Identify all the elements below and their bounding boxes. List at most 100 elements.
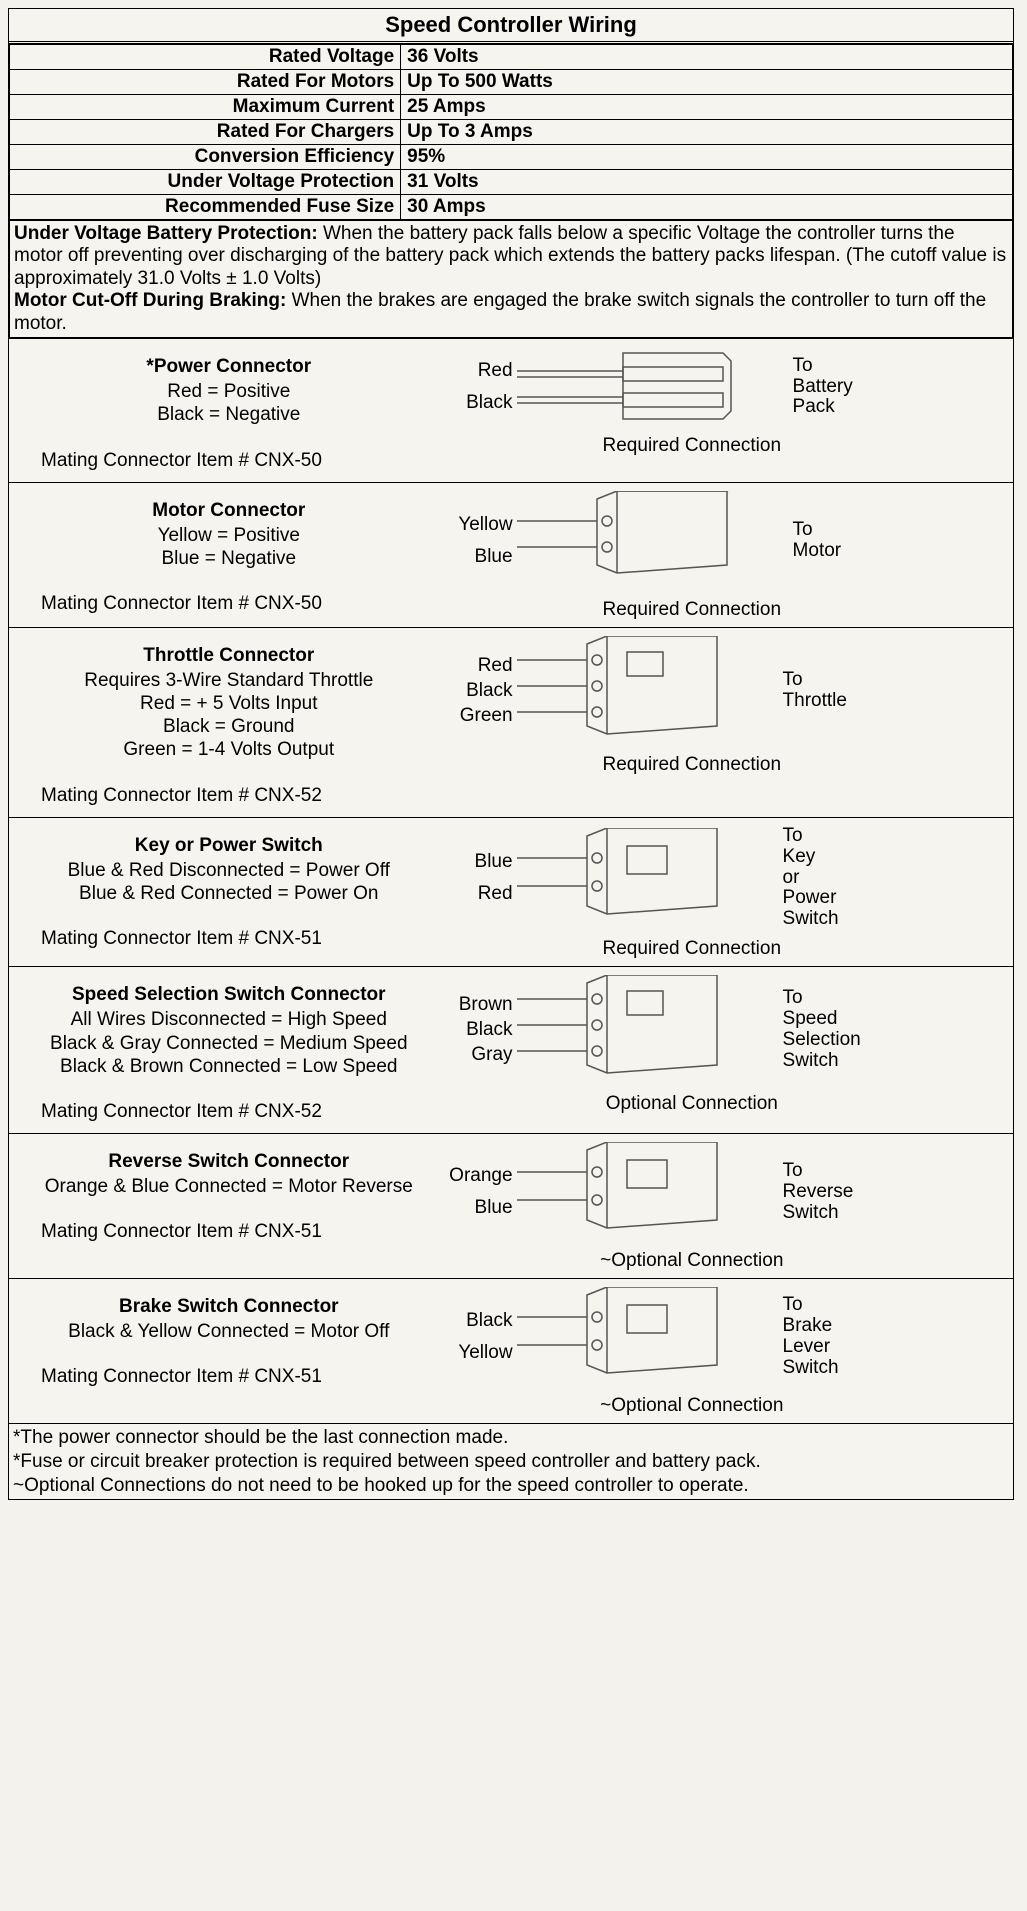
connector-title: Reverse Switch Connector xyxy=(33,1150,425,1173)
wire-label: Red xyxy=(435,655,513,677)
connector-destination: ToSpeedSelectionSwitch xyxy=(783,988,861,1072)
connector-line: Blue = Negative xyxy=(33,547,425,570)
mcb-label: Motor Cut-Off During Braking: xyxy=(14,290,286,311)
wire-label: Gray xyxy=(435,1044,513,1066)
connector-line: Blue & Red Disconnected = Power Off xyxy=(33,859,425,882)
two-pin-connector-icon xyxy=(517,828,727,928)
motor-connector-icon xyxy=(517,491,737,591)
connector-line: All Wires Disconnected = High Speed xyxy=(33,1008,425,1031)
connector-description: Throttle ConnectorRequires 3-Wire Standa… xyxy=(9,628,435,817)
spec-table: Rated Voltage36 VoltsRated For MotorsUp … xyxy=(9,44,1013,220)
connector-row: Motor ConnectorYellow = PositiveBlue = N… xyxy=(9,482,1013,627)
wire-label: Brown xyxy=(435,994,513,1016)
wire-label: Yellow xyxy=(435,1342,513,1364)
wire-labels: Red Black Green xyxy=(435,655,513,727)
connector-line: Black = Ground xyxy=(33,715,425,738)
spec-value: 30 Amps xyxy=(401,195,1013,220)
connector-diagram: RedBlack ToBatteryPack Required Connecti… xyxy=(435,339,1013,482)
connection-note: Required Connection xyxy=(435,591,1009,621)
connector-destination: ToKeyorPowerSwitch xyxy=(783,826,839,930)
two-pin-connector-icon xyxy=(517,1287,727,1387)
spec-key: Recommended Fuse Size xyxy=(10,195,401,220)
connector-description: *Power ConnectorRed = PositiveBlack = Ne… xyxy=(9,339,435,482)
footnotes: *The power connector should be the last … xyxy=(9,1423,1013,1499)
spec-value: 95% xyxy=(401,145,1013,170)
uvp-label: Under Voltage Battery Protection: xyxy=(14,223,318,244)
three-pin-connector-icon xyxy=(517,636,727,746)
wire-labels: Black Yellow xyxy=(435,1310,513,1364)
wire-label: Black xyxy=(435,680,513,702)
protection-notes: Under Voltage Battery Protection: When t… xyxy=(9,220,1013,338)
power-connector-icon xyxy=(517,347,737,427)
connection-note: ~Optional Connection xyxy=(435,1242,1009,1272)
connector-description: Motor ConnectorYellow = PositiveBlue = N… xyxy=(9,483,435,627)
spec-key: Under Voltage Protection xyxy=(10,170,401,195)
spec-value: Up To 3 Amps xyxy=(401,120,1013,145)
connector-line: Green = 1-4 Volts Output xyxy=(33,738,425,761)
connector-description: Key or Power SwitchBlue & Red Disconnect… xyxy=(9,818,435,966)
mating-connector: Mating Connector Item # CNX-50 xyxy=(33,449,425,472)
connector-line: Red = + 5 Volts Input xyxy=(33,692,425,715)
spec-key: Maximum Current xyxy=(10,95,401,120)
wire-label: Yellow xyxy=(435,514,513,536)
connector-title: Throttle Connector xyxy=(33,644,425,667)
connector-row: Brake Switch ConnectorBlack & Yellow Con… xyxy=(9,1278,1013,1423)
mating-connector: Mating Connector Item # CNX-52 xyxy=(33,784,425,807)
connector-row: Speed Selection Switch ConnectorAll Wire… xyxy=(9,966,1013,1133)
wire-labels: Blue Red xyxy=(435,851,513,905)
spec-value: 36 Volts xyxy=(401,45,1013,70)
spec-value: 25 Amps xyxy=(401,95,1013,120)
spec-value: 31 Volts xyxy=(401,170,1013,195)
connector-row: *Power ConnectorRed = PositiveBlack = Ne… xyxy=(9,338,1013,482)
connector-row: Throttle ConnectorRequires 3-Wire Standa… xyxy=(9,627,1013,817)
connector-description: Speed Selection Switch ConnectorAll Wire… xyxy=(9,967,435,1133)
connection-note: Required Connection xyxy=(435,930,1009,960)
wire-label: Red xyxy=(435,883,513,905)
wiring-sheet: Speed Controller Wiring Rated Voltage36 … xyxy=(8,8,1014,1500)
spec-key: Rated Voltage xyxy=(10,45,401,70)
connector-row: Reverse Switch ConnectorOrange & Blue Co… xyxy=(9,1133,1013,1278)
connector-destination: ToBatteryPack xyxy=(793,356,853,419)
connector-diagram: Black Yellow ToBrakeLeverSwitch ~Optional… xyxy=(435,1279,1013,1423)
connector-destination: ToReverseSwitch xyxy=(783,1161,854,1224)
wire-label: Blue xyxy=(435,1197,513,1219)
spec-key: Rated For Chargers xyxy=(10,120,401,145)
mating-connector: Mating Connector Item # CNX-51 xyxy=(33,927,425,950)
connector-diagram: Blue Red ToKeyorPowerSwitch Required Conn… xyxy=(435,818,1013,966)
connector-description: Reverse Switch ConnectorOrange & Blue Co… xyxy=(9,1134,435,1278)
connector-destination: ToBrakeLeverSwitch xyxy=(783,1295,839,1379)
connection-note: Required Connection xyxy=(435,427,1009,457)
wire-label: Black xyxy=(435,1310,513,1332)
mating-connector: Mating Connector Item # CNX-50 xyxy=(33,592,425,615)
connector-title: *Power Connector xyxy=(33,355,425,378)
three-pin-connector-icon xyxy=(517,975,727,1085)
wire-labels: YellowBlue xyxy=(435,514,513,568)
connector-line: Red = Positive xyxy=(33,380,425,403)
mating-connector: Mating Connector Item # CNX-52 xyxy=(33,1100,425,1123)
connector-title: Key or Power Switch xyxy=(33,834,425,857)
sheet-title: Speed Controller Wiring xyxy=(9,9,1013,44)
spec-key: Rated For Motors xyxy=(10,70,401,95)
connector-diagram: OrangeBlue ToReverseSwitch ~Optional Con… xyxy=(435,1134,1013,1278)
wire-label: Green xyxy=(435,705,513,727)
wire-labels: RedBlack xyxy=(435,360,513,414)
mating-connector: Mating Connector Item # CNX-51 xyxy=(33,1220,425,1243)
connector-diagram: YellowBlue ToMotor Required Connection xyxy=(435,483,1013,627)
wire-labels: Brown Black Gray xyxy=(435,994,513,1066)
connector-row: Key or Power SwitchBlue & Red Disconnect… xyxy=(9,817,1013,966)
connector-title: Brake Switch Connector xyxy=(33,1295,425,1318)
connection-note: ~Optional Connection xyxy=(435,1387,1009,1417)
footnote-line: ~Optional Connections do not need to be … xyxy=(13,1474,1009,1498)
mating-connector: Mating Connector Item # CNX-51 xyxy=(33,1365,425,1388)
connector-diagram: BrownBlackGray ToSpeedSelectionSwitch Op… xyxy=(435,967,1013,1133)
footnote-line: *Fuse or circuit breaker protection is r… xyxy=(13,1450,1009,1474)
connector-destination: ToThrottle xyxy=(783,670,847,712)
wire-label: Blue xyxy=(435,851,513,873)
connector-line: Requires 3-Wire Standard Throttle xyxy=(33,669,425,692)
connector-line: Orange & Blue Connected = Motor Reverse xyxy=(33,1175,425,1198)
two-pin-connector-icon xyxy=(517,1142,727,1242)
wire-label: Red xyxy=(435,360,513,382)
connector-line: Yellow = Positive xyxy=(33,524,425,547)
wire-label: Black xyxy=(435,1019,513,1041)
connector-line: Black & Gray Connected = Medium Speed xyxy=(33,1032,425,1055)
